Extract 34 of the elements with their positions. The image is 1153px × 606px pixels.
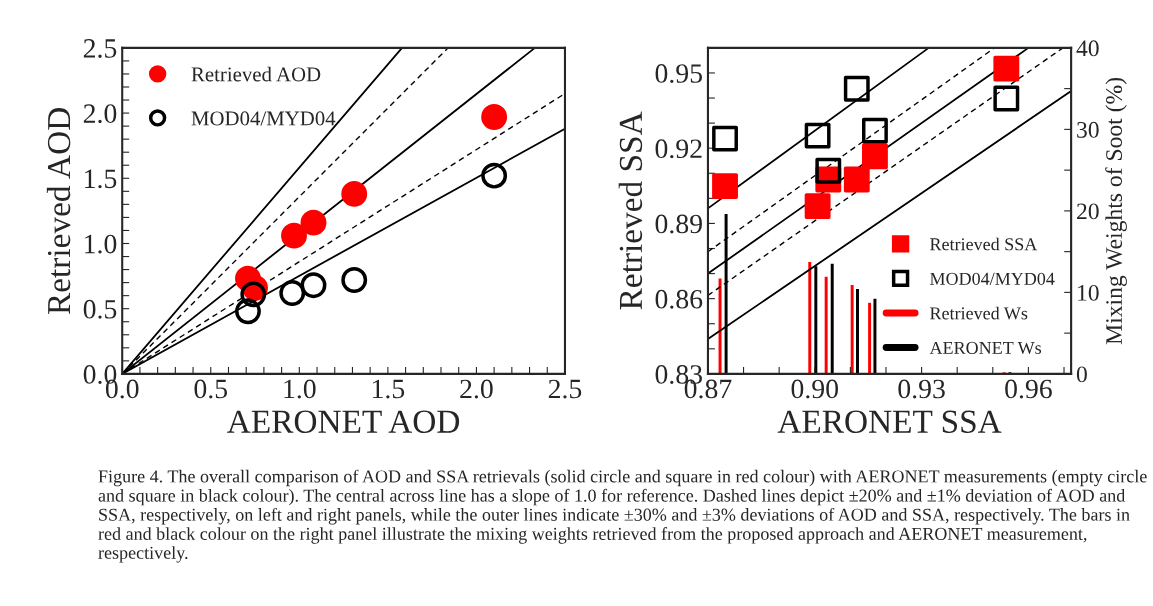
y-tick-label: 2.5 [83, 39, 117, 58]
x-tick-label: 0.5 [194, 379, 228, 399]
y-tick-label: 0.95 [655, 64, 702, 83]
y2-axis-title: Mixing Weights of Soot (%) [1105, 77, 1127, 345]
x-axis-title: AERONET AOD [227, 410, 460, 433]
legend-label: Retrieved SSA [930, 237, 1038, 251]
x-tick-label: 0.93 [898, 379, 945, 399]
y-tick-label: 0.89 [655, 214, 702, 234]
y2-tick-label: 40 [1076, 40, 1099, 57]
x-tick-label: 1.5 [372, 379, 405, 399]
y2-tick-label: 10 [1078, 284, 1099, 301]
x-tick-label: 1.0 [284, 379, 316, 399]
legend-label: MOD04/MYD04 [191, 111, 336, 126]
y-tick-label: 2.0 [83, 104, 117, 124]
x-tick-label: 0.90 [791, 379, 839, 399]
x-tick-label: 2.5 [548, 379, 582, 399]
y-tick-label: 0.92 [655, 139, 702, 159]
y-tick-label: 1.0 [85, 234, 117, 254]
x-tick-label: 0.96 [1005, 379, 1052, 399]
y-axis-title: Retrieved SSA [618, 111, 643, 310]
y2-tick-label: 20 [1077, 203, 1099, 220]
legend-label: AERONET Ws [929, 341, 1042, 355]
y-tick-label: 0.86 [655, 289, 703, 309]
y2-tick-label: 30 [1077, 121, 1099, 138]
caption: Figure 4. The overall comparison of AOD and SSA retrievals (solid circle and square in red colour) with AERONET measurements (empty circle and square in black colour). The central across line has a slope of 1.0 for reference. Dashed lines depict ±20% and ±1% deviation of AOD and SSA, respectively, on left and right panels, while the outer lines indicate ±30% and ±3% deviations of AOD and SSA, respectively. The bars in red and black colour on the right panel illustrate the mixing weights retrieved from the proposed approach and AERONET measurement, respectively. [98, 469, 1147, 563]
y2-tick-label: 0 [1076, 366, 1087, 383]
y-axis-title: Retrieved AOD [46, 108, 71, 315]
x-axis-title: AERONET SSA [777, 410, 1002, 433]
x-tick-label: 2.0 [460, 379, 493, 399]
y-tick-label: 1.5 [85, 169, 117, 189]
legend-label: Retrieved AOD [191, 66, 321, 82]
legend-label: Retrieved Ws [930, 306, 1028, 320]
y-tick-label: 0.5 [83, 299, 117, 319]
legend-label: MOD04/MYD04 [930, 272, 1055, 285]
